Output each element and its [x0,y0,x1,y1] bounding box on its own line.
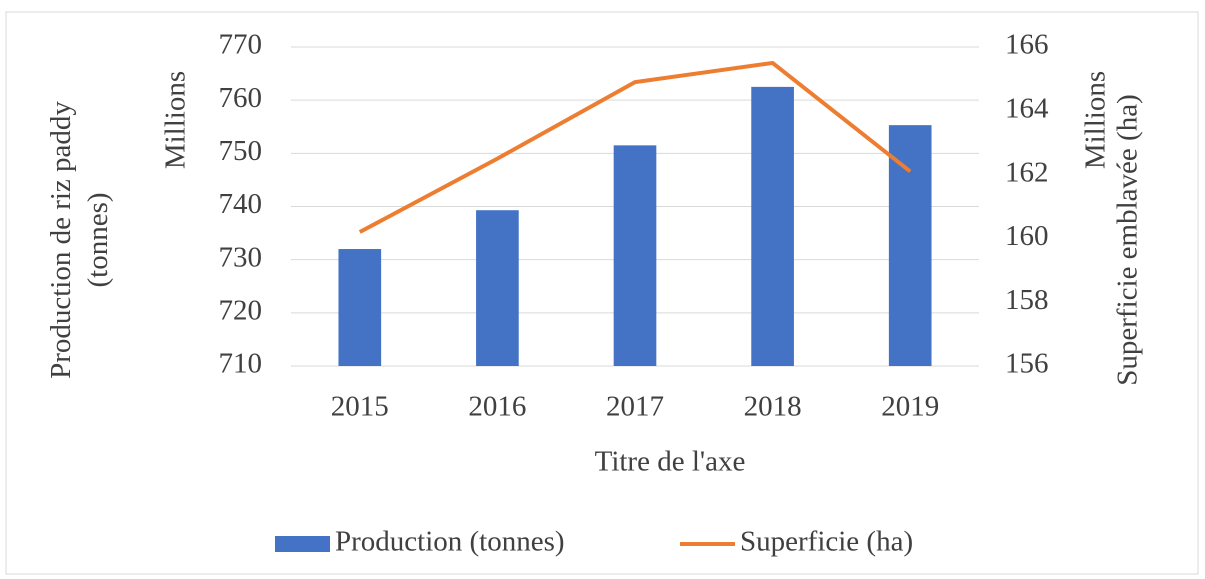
legend-item: Production (tonnes) [275,526,565,558]
y-tick-label: 710 [219,348,263,380]
y2-tick-label: 162 [1005,156,1049,188]
legend-swatch [275,536,330,552]
y2-tick-label: 160 [1005,220,1049,252]
x-tick-label: 2018 [744,391,802,423]
y2-tick-label: 156 [1005,348,1049,380]
line [358,60,912,234]
chart-border [5,11,1199,575]
y-axis-title: Production de riz paddy (tonnes) [45,101,114,379]
bar [888,125,932,366]
y-tick-label: 730 [219,241,263,273]
y2-tick-label: 166 [1005,29,1049,61]
y2-axis-title: Superficie emblavée (ha) [1112,94,1144,385]
y-tick-label: 770 [219,29,263,61]
y-tick-label: 750 [219,135,263,167]
y-tick-label: 720 [219,294,263,326]
y2-tick-label: 158 [1005,284,1049,316]
bar [476,210,519,366]
y-tick-label: 760 [219,82,263,114]
x-tick-label: 2017 [606,391,664,423]
legend-item: Superficie (ha) [680,526,913,558]
y-tick-label: 740 [219,188,263,220]
bar [613,145,657,366]
bar [751,86,794,366]
x-axis-title: Titre de l'axe [595,446,746,478]
y2-tick-label: 164 [1005,92,1049,124]
legend-label: Superficie (ha) [740,526,913,558]
bar [338,249,382,366]
x-tick-label: 2019 [881,391,939,423]
legend-label: Production (tonnes) [335,526,565,558]
y-unit: Millions [160,71,192,169]
y2-unit: Millions [1080,71,1112,169]
x-tick-label: 2016 [468,391,526,423]
x-tick-label: 2015 [331,391,389,423]
